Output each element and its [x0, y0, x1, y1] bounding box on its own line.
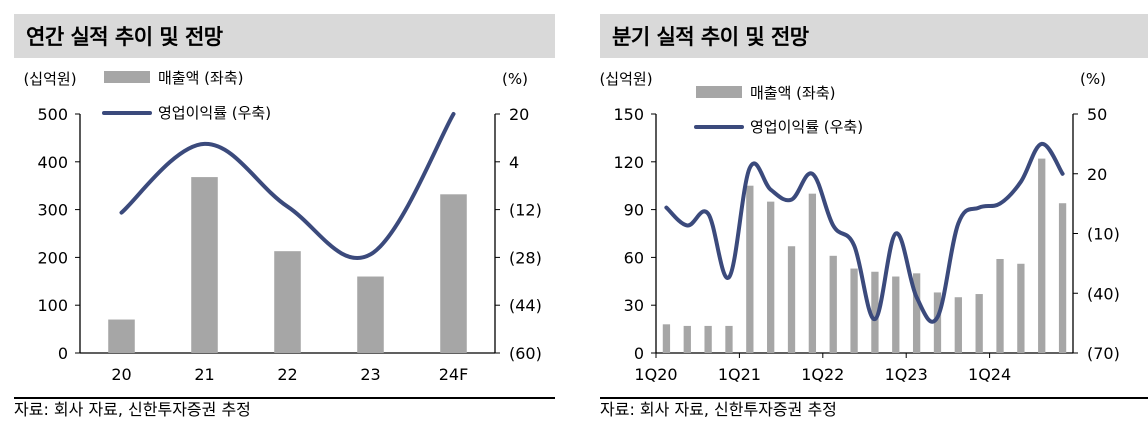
revenue-bar-4Q20 [725, 325, 733, 353]
annual-source-note: 자료: 회사 자료, 신한투자증권 추정 [14, 400, 251, 419]
quarterly-chart-title: 분기 실적 추이 및 전망 [612, 25, 809, 49]
right-tick-label: (60) [509, 344, 542, 363]
x-tick-label: 21 [194, 365, 214, 384]
revenue-bar-2Q24 [1017, 263, 1025, 353]
quarterly-title-bar: 분기 실적 추이 및 전망 [600, 14, 1148, 58]
revenue-bar-2Q21 [767, 201, 775, 353]
right-axis-unit: (%) [1080, 70, 1106, 88]
left-tick-label: 60 [624, 248, 644, 267]
right-tick-label: 4 [509, 153, 519, 172]
operating-margin-line [119, 112, 456, 260]
legend-line-label: 영업이익률 (우축) [750, 118, 863, 136]
legend-bar-label: 매출액 (좌축) [750, 84, 835, 102]
x-tick-label: 20 [111, 365, 131, 384]
revenue-bar-23 [357, 276, 384, 353]
revenue-bar-3Q20 [704, 325, 712, 353]
left-tick-label: 90 [624, 201, 644, 220]
revenue-bar-1Q23 [912, 273, 921, 353]
revenue-bar-22 [274, 251, 301, 353]
revenue-bar-1Q22 [829, 255, 837, 353]
revenue-bar-4Q22 [892, 276, 900, 353]
x-tick-label: 1Q20 [634, 365, 677, 384]
right-tick-label: 20 [509, 105, 529, 124]
x-tick-label: 1Q24 [968, 365, 1011, 384]
revenue-bar-4Q21 [808, 193, 817, 353]
annual-title-bar: 연간 실적 추이 및 전망 [14, 14, 555, 58]
left-tick-label: 300 [37, 201, 68, 220]
legend-bar-swatch [104, 71, 150, 83]
revenue-bar-3Q22 [871, 271, 879, 353]
quarterly-chart: (십억원) (%) 0 30 60 90 120 150 (70) (40) (10) 20 50 1Q2… [599, 70, 1120, 384]
left-tick-label: 200 [37, 248, 68, 267]
left-tick-label: 0 [58, 344, 68, 363]
revenue-bar-3Q21 [787, 246, 796, 353]
revenue-bar-1Q20 [662, 324, 671, 353]
revenue-bar-4Q23 [975, 294, 983, 353]
revenue-bar-1Q21 [746, 185, 754, 353]
annual-source-divider [14, 397, 555, 399]
quarterly-source-divider [600, 397, 1148, 399]
left-axis-unit: (십억원) [599, 70, 652, 88]
revenue-bar-1Q24 [996, 258, 1004, 353]
x-tick-label: 22 [277, 365, 297, 384]
x-tick-label: 24F [439, 365, 469, 384]
left-tick-label: 100 [37, 296, 68, 315]
quarterly-source-note: 자료: 회사 자료, 신한투자증권 추정 [600, 400, 837, 419]
x-tick-label: 1Q22 [801, 365, 844, 384]
left-tick-label: 150 [613, 105, 644, 124]
left-tick-label: 120 [613, 153, 644, 172]
right-tick-label: 50 [1087, 105, 1107, 124]
revenue-bar-2Q20 [683, 325, 691, 353]
revenue-bar-24F [440, 194, 467, 353]
right-axis-unit: (%) [502, 70, 528, 88]
right-tick-label: (28) [509, 248, 542, 267]
right-tick-label: (44) [509, 296, 542, 315]
right-tick-label: (70) [1087, 344, 1120, 363]
legend-line-label: 영업이익률 (우축) [158, 104, 271, 122]
x-tick-label: 1Q21 [718, 365, 761, 384]
x-tick-label: 1Q23 [885, 365, 928, 384]
left-tick-label: 500 [37, 105, 68, 124]
left-axis-unit: (십억원) [23, 70, 76, 88]
legend-bar-swatch [696, 86, 742, 98]
annual-chart-panel: 연간 실적 추이 및 전망 (십억원) (%) 0 100 200 300 400 500 (6… [0, 0, 557, 424]
revenue-bar-4Q24F [1058, 203, 1067, 353]
revenue-bar-21 [191, 177, 218, 353]
legend-bar-label: 매출액 (좌축) [158, 69, 243, 87]
right-tick-label: (40) [1087, 284, 1120, 303]
x-tick-label: 23 [360, 365, 380, 384]
revenue-bar-2Q23 [933, 292, 942, 353]
right-tick-label: (12) [509, 201, 542, 220]
annual-chart: (십억원) (%) 0 100 200 300 400 500 (60) (44) (28) (12)… [23, 69, 542, 384]
revenue-bar-3Q24F [1038, 158, 1046, 353]
right-tick-label: (10) [1087, 225, 1120, 244]
revenue-bar-3Q23 [954, 297, 962, 353]
right-tick-label: 20 [1087, 165, 1107, 184]
revenue-bar-20 [108, 319, 135, 353]
left-tick-label: 400 [37, 153, 68, 172]
quarterly-chart-panel: 분기 실적 추이 및 전망 (십억원) (%) 0 30 60 90 120 150 (70)(… [586, 0, 1148, 424]
annual-chart-title: 연간 실적 추이 및 전망 [26, 25, 223, 49]
revenue-bar-2Q22 [850, 268, 858, 353]
left-tick-label: 30 [624, 296, 644, 315]
operating-margin-line [664, 141, 1065, 324]
left-tick-label: 0 [634, 344, 644, 363]
